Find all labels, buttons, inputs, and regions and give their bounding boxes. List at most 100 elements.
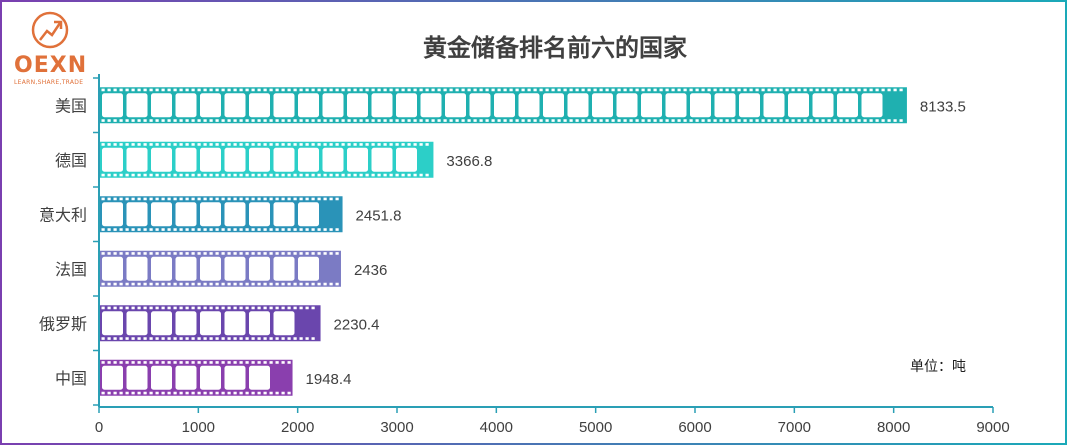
sprocket-hole [869,88,873,92]
sprocket-hole [437,88,441,92]
sprocket-hole [257,252,261,255]
film-frame [224,93,246,118]
sprocket-hole [395,173,399,177]
sprocket-hole [293,119,297,122]
sprocket-hole [101,228,105,231]
category-label: 俄罗斯 [39,314,87,333]
sprocket-hole [233,173,237,177]
sprocket-hole [143,337,147,340]
sprocket-hole [281,337,285,340]
sprocket-hole [647,88,651,92]
sprocket-hole [317,119,321,122]
sprocket-hole [143,282,147,286]
sprocket-hole [365,143,369,146]
sprocket-hole [215,361,219,364]
sprocket-hole [401,143,405,146]
sprocket-hole [119,119,123,122]
film-frame [224,256,246,281]
sprocket-hole [461,119,465,122]
film-frame [249,365,270,390]
sprocket-hole [179,252,183,255]
sprocket-hole [107,252,111,255]
sprocket-hole [227,119,231,122]
sprocket-hole [851,119,855,122]
sprocket-hole [113,197,117,201]
sprocket-hole [299,88,303,92]
sprocket-hole [869,119,873,122]
film-frame [249,202,270,227]
sprocket-hole [443,119,447,122]
sprocket-hole [149,228,153,231]
film-frame [788,93,809,118]
sprocket-hole [749,88,753,92]
sprocket-hole [215,252,219,255]
sprocket-hole [509,119,513,122]
sprocket-hole [191,391,195,395]
sprocket-hole [131,143,135,146]
sprocket-hole [107,173,111,177]
sprocket-hole [233,252,237,255]
sprocket-hole [269,361,273,364]
sprocket-hole [737,88,741,92]
sprocket-hole [497,88,501,92]
sprocket-hole [233,337,237,340]
sprocket-hole [299,337,303,340]
sprocket-hole [125,119,129,122]
sprocket-hole [491,119,495,122]
film-frame [224,202,246,227]
film-frames [102,256,319,281]
sprocket-hole [659,119,663,122]
sprocket-hole [251,391,255,395]
sprocket-hole [191,306,195,310]
sprocket-hole [383,173,387,177]
sprocket-hole [173,282,177,286]
film-frame [249,93,270,118]
sprocket-hole [167,88,171,92]
sprocket-hole [149,173,153,177]
sprocket-hole [749,119,753,122]
sprocket-hole [149,306,153,310]
sprocket-hole [149,197,153,201]
sprocket-hole [473,119,477,122]
sprocket-hole [689,88,693,92]
sprocket-hole [383,143,387,146]
sprocket-hole [167,337,171,340]
sprocket-hole [371,88,375,92]
sprocket-hole [209,88,213,92]
sprocket-hole [155,337,159,340]
sprocket-hole [335,119,339,122]
sprocket-hole [479,88,483,92]
film-frame [200,202,221,227]
sprocket-hole [221,252,225,255]
sprocket-hole [233,391,237,395]
sprocket-hole [179,173,183,177]
sprocket-hole [197,306,201,310]
sprocket-hole [503,119,507,122]
sprocket-hole [299,143,303,146]
sprocket-hole [485,119,489,122]
sprocket-hole [161,173,165,177]
sprocket-hole [245,143,249,146]
sprocket-hole [371,173,375,177]
sprocket-hole [149,361,153,364]
sprocket-hole [137,88,141,92]
sprocket-hole [257,228,261,231]
sprocket-hole [587,119,591,122]
sprocket-hole [173,173,177,177]
sprocket-hole [725,88,729,92]
sprocket-hole [671,119,675,122]
sprocket-hole [245,173,249,177]
sprocket-hole [233,306,237,310]
sprocket-hole [185,143,189,146]
sprocket-hole [119,173,123,177]
sprocket-hole [281,119,285,122]
sprocket-hole [323,282,327,286]
film-frame [347,147,368,172]
sprocket-hole [185,88,189,92]
sprocket-hole [209,361,213,364]
sprocket-hole [479,119,483,122]
category-label: 意大利 [39,205,87,224]
sprocket-hole [371,143,375,146]
sprocket-hole [113,306,117,310]
